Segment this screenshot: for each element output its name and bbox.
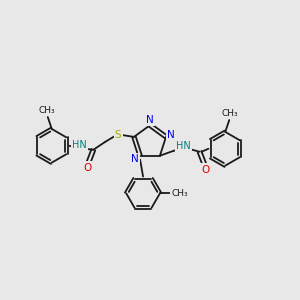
Text: O: O (201, 165, 210, 175)
Text: N: N (131, 154, 139, 164)
Text: O: O (83, 163, 92, 172)
Text: N: N (146, 115, 154, 125)
Text: HN: HN (176, 141, 191, 151)
Text: HN: HN (72, 140, 87, 150)
Text: S: S (115, 130, 122, 140)
Text: CH₃: CH₃ (222, 109, 238, 118)
Text: CH₃: CH₃ (171, 189, 188, 198)
Text: CH₃: CH₃ (38, 106, 55, 115)
Text: N: N (167, 130, 175, 140)
